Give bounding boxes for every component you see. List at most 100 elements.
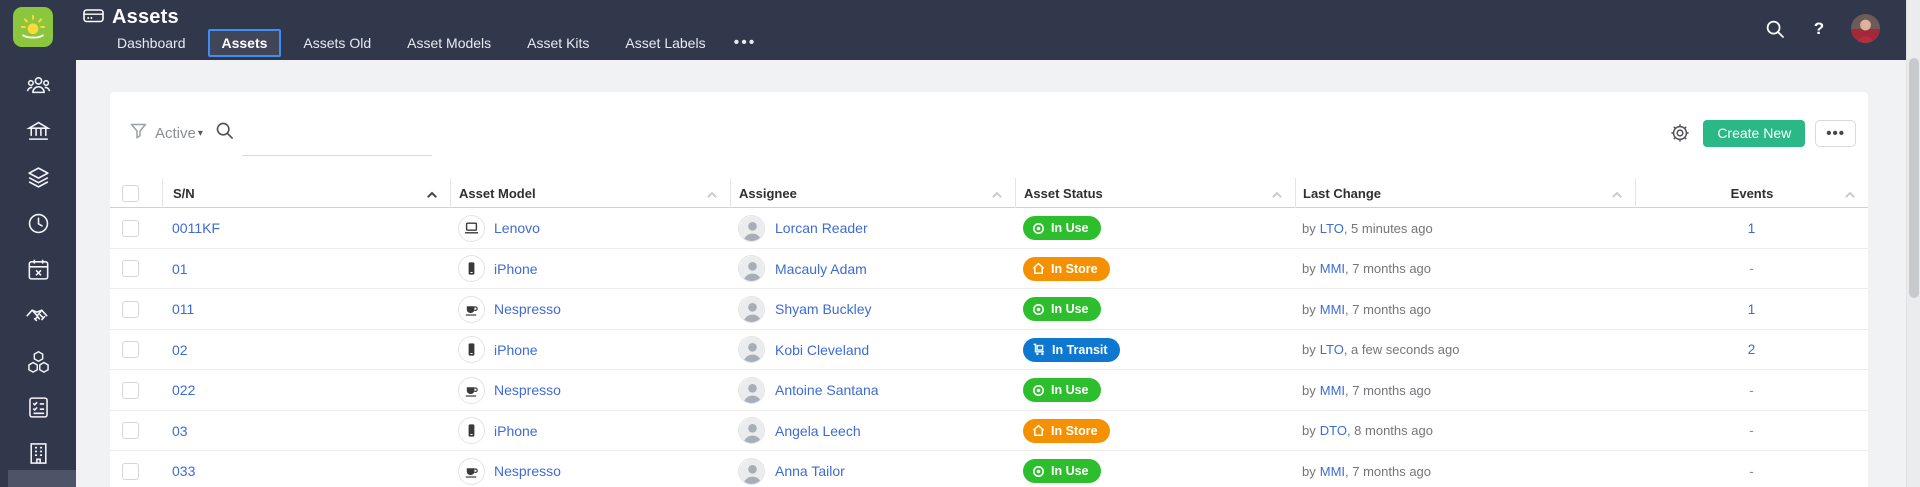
search-icon[interactable] [1763, 17, 1787, 41]
tab-asset-models[interactable]: Asset Models [407, 35, 492, 51]
row-checkbox[interactable] [122, 300, 139, 318]
change-user-link[interactable]: MMI [1319, 382, 1346, 398]
events-value[interactable]: 1 [1747, 301, 1756, 317]
events-value[interactable]: - [1749, 463, 1754, 479]
change-by-label: by [1302, 261, 1316, 277]
sn-link[interactable]: 02 [172, 341, 188, 358]
sidebar-item-history[interactable] [0, 200, 76, 246]
assignee-cell: Antoine Santana [730, 370, 1015, 411]
asset-model-link[interactable]: iPhone [494, 341, 538, 358]
sn-link[interactable]: 01 [172, 260, 188, 277]
toolbar-actions: Create New ••• [1667, 119, 1856, 147]
assignee-avatar [738, 336, 765, 364]
assignee-link[interactable]: Lorcan Reader [775, 220, 868, 237]
sn-link[interactable]: 022 [172, 382, 196, 399]
row-checkbox[interactable] [122, 462, 139, 480]
sidebar-item-bank[interactable] [0, 108, 76, 154]
table-row: 022 Nespresso Antoine Santana In Use by M… [110, 370, 1868, 411]
table-row: 0011KF Lenovo Lorcan Reader In Use by LTO… [110, 208, 1868, 249]
search-input[interactable] [241, 130, 432, 156]
change-user-link[interactable]: MMI [1319, 261, 1346, 277]
column-header-asset-status[interactable]: Asset Status [1015, 178, 1295, 208]
change-user-link[interactable]: DTO [1319, 423, 1347, 439]
table-search-icon[interactable] [215, 121, 234, 145]
sort-chevron-icon[interactable] [991, 187, 1003, 202]
toolbar-more-button[interactable]: ••• [1815, 119, 1856, 147]
select-all-checkbox[interactable] [122, 184, 139, 202]
assignee-cell: Angela Leech [730, 411, 1015, 452]
chevron-down-icon[interactable]: ▾ [197, 127, 203, 139]
asset-model-link[interactable]: Nespresso [494, 463, 561, 480]
sn-link[interactable]: 03 [172, 422, 188, 439]
assignee-link[interactable]: Macauly Adam [775, 260, 867, 277]
events-value[interactable]: 2 [1747, 342, 1756, 358]
asset-status-cell: In Use [1015, 370, 1295, 411]
change-user-link[interactable]: LTO [1319, 220, 1344, 236]
assets-card: Active ▾ Create New ••• [110, 92, 1868, 487]
sn-link[interactable]: 0011KF [172, 220, 220, 237]
sn-link[interactable]: 011 [172, 301, 195, 318]
filter-funnel-icon[interactable] [130, 123, 147, 144]
scrollbar-thumb[interactable] [1909, 58, 1919, 298]
table-row: 02 iPhone Kobi Cleveland In Transit by LT… [110, 330, 1868, 370]
events-value[interactable]: 1 [1747, 220, 1756, 236]
tab-dashboard[interactable]: Dashboard [117, 35, 186, 51]
gear-icon[interactable] [1667, 120, 1693, 146]
assignee-link[interactable]: Angela Leech [775, 422, 861, 439]
tab-asset-labels[interactable]: Asset Labels [625, 35, 706, 51]
asset-model-link[interactable]: Nespresso [494, 301, 561, 318]
change-user-link[interactable]: MMI [1319, 301, 1346, 317]
column-header-assignee[interactable]: Assignee [730, 178, 1015, 208]
assignee-link[interactable]: Shyam Buckley [775, 301, 872, 318]
row-checkbox[interactable] [122, 381, 139, 399]
sidebar-item-checklists[interactable] [0, 384, 76, 430]
asset-model-link[interactable]: iPhone [494, 260, 538, 277]
asset-model-link[interactable]: Nespresso [494, 382, 561, 399]
assignee-link[interactable]: Antoine Santana [775, 382, 879, 399]
tab-assets[interactable]: Assets [207, 29, 282, 57]
row-checkbox[interactable] [122, 341, 139, 359]
sidebar-item-users[interactable] [0, 62, 76, 108]
sunrise-logo-icon[interactable] [13, 7, 53, 47]
column-header-last-change[interactable]: Last Change [1295, 178, 1635, 208]
table-body: 0011KF Lenovo Lorcan Reader In Use by LTO… [110, 208, 1868, 487]
column-header-sn[interactable]: S/N [162, 178, 450, 208]
asset-model-link[interactable]: iPhone [494, 422, 538, 439]
sort-chevron-icon[interactable] [1611, 187, 1623, 202]
events-value[interactable]: - [1749, 261, 1754, 277]
events-value[interactable]: - [1749, 382, 1754, 398]
assignee-link[interactable]: Anna Tailor [775, 463, 845, 480]
table-toolbar: Active ▾ Create New ••• [110, 118, 1868, 156]
sort-chevron-icon[interactable] [706, 187, 718, 202]
change-time: , 8 months ago [1346, 423, 1433, 439]
sidebar-item-inventory[interactable] [0, 338, 76, 384]
sort-chevron-icon[interactable] [1271, 187, 1283, 202]
change-user-link[interactable]: LTO [1319, 342, 1344, 358]
status-badge: In Store [1023, 418, 1110, 443]
assignee-link[interactable]: Kobi Cleveland [775, 341, 870, 358]
sort-chevron-icon[interactable] [426, 187, 438, 202]
sidebar-item-handover[interactable] [0, 292, 76, 338]
tab-asset-kits[interactable]: Asset Kits [527, 35, 590, 51]
create-new-button[interactable]: Create New [1703, 119, 1806, 147]
sidebar-item-locations[interactable] [0, 430, 76, 476]
filter-dropdown[interactable]: Active [155, 124, 196, 142]
tab-assets-old[interactable]: Assets Old [303, 35, 372, 51]
column-header-asset-model[interactable]: Asset Model [450, 178, 730, 208]
row-checkbox[interactable] [122, 260, 139, 278]
vertical-scrollbar[interactable] [1906, 0, 1920, 487]
change-user-link[interactable]: MMI [1319, 463, 1346, 479]
sidebar-item-unavailability[interactable] [0, 246, 76, 292]
help-icon[interactable]: ? [1813, 18, 1825, 38]
row-checkbox[interactable] [122, 422, 139, 440]
tabs-overflow-button[interactable]: ••• [733, 34, 757, 51]
asset-model-link[interactable]: Lenovo [494, 220, 540, 237]
events-value[interactable]: - [1749, 423, 1754, 439]
sidebar-bottom-highlight [8, 470, 76, 487]
sort-chevron-icon[interactable] [1844, 187, 1856, 202]
column-header-events[interactable]: Events [1635, 178, 1868, 208]
sn-link[interactable]: 033 [172, 463, 196, 480]
sidebar-item-stock[interactable] [0, 154, 76, 200]
row-checkbox[interactable] [122, 219, 139, 237]
user-avatar[interactable] [1851, 14, 1880, 43]
